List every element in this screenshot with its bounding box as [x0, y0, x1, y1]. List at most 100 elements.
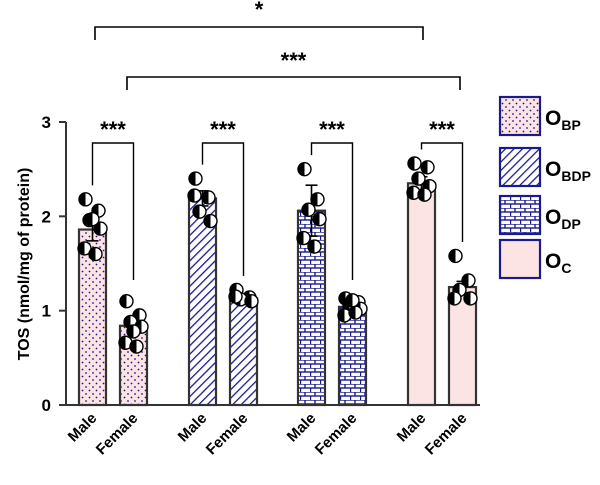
x-tick-label-male: Male: [175, 410, 211, 446]
data-point: [244, 294, 259, 309]
bar-pattern-dp-1: [339, 306, 366, 405]
data-point-half: [464, 291, 471, 305]
data-point-half: [302, 203, 309, 217]
data-point: [307, 239, 322, 254]
y-tick-label: 0: [42, 396, 51, 415]
legend-label-sub: BP: [561, 117, 580, 133]
data-point-half: [313, 212, 320, 226]
legend-item-bp: OBP: [498, 95, 581, 137]
significance-bracket: [91, 142, 135, 280]
significance-label: ***: [210, 117, 236, 142]
data-point-half: [88, 247, 96, 261]
data-point: [192, 204, 207, 219]
data-point-half: [119, 336, 126, 350]
comparison-bracket: [126, 76, 461, 90]
data-point: [203, 213, 218, 229]
data-point: [188, 171, 203, 186]
data-point-half: [127, 324, 134, 338]
data-point: [119, 294, 134, 309]
y-tick-label: 1: [42, 302, 51, 321]
data-point-half: [311, 192, 318, 206]
data-point-half: [449, 249, 456, 263]
data-point-half: [308, 240, 315, 254]
data-point: [407, 156, 422, 171]
x-tick-label-male: Male: [394, 410, 430, 446]
data-point-half: [298, 162, 305, 176]
data-point-half: [408, 157, 415, 171]
legend-swatch: [498, 146, 542, 188]
legend-label-main: O: [545, 250, 561, 273]
bar-bg-c-0: [408, 183, 435, 405]
legend-label-sub: C: [561, 260, 571, 276]
legend-swatch-pattern: [500, 148, 540, 186]
significance-bracket: [201, 142, 245, 276]
data-point-half: [412, 172, 419, 186]
data-point: [187, 188, 202, 203]
significance-label: ***: [100, 117, 126, 142]
comparison-bracket: [94, 26, 424, 40]
data-point: [310, 192, 325, 207]
data-point: [461, 273, 476, 288]
data-point-half: [421, 160, 428, 174]
data-point-half: [193, 205, 200, 219]
significance-bracket: [310, 142, 354, 280]
data-point: [448, 248, 463, 264]
data-point-half: [79, 192, 86, 206]
data-point: [337, 308, 352, 323]
y-tick-label: 3: [42, 113, 51, 132]
data-point: [118, 335, 133, 350]
data-point-half: [204, 214, 211, 228]
data-point-half: [346, 293, 353, 307]
data-point-half: [86, 212, 93, 226]
legend-label: OC: [545, 250, 571, 276]
comparison-label: ***: [281, 48, 307, 73]
data-point-half: [229, 290, 236, 304]
data-point: [417, 187, 432, 202]
data-point-half: [338, 308, 345, 322]
data-point-half: [202, 190, 209, 204]
significance-bracket: [420, 142, 464, 242]
data-point: [301, 202, 316, 217]
bar-pattern-bdp-1: [230, 298, 257, 405]
data-point: [420, 160, 435, 175]
data-point: [406, 185, 421, 200]
legend-item-c: OC: [498, 238, 571, 280]
data-point: [411, 171, 426, 186]
data-point: [296, 230, 311, 246]
legend-item-bdp: OBDP: [498, 146, 591, 188]
data-point: [463, 291, 478, 306]
data-point-half: [78, 241, 85, 255]
bar-bg-c-1: [449, 287, 476, 405]
legend-swatch: [498, 95, 542, 137]
data-point-half: [448, 291, 455, 305]
data-point: [312, 211, 327, 227]
data-point: [93, 221, 108, 236]
legend-item-dp: ODP: [498, 194, 581, 236]
data-point: [447, 291, 462, 306]
data-point-half: [297, 231, 304, 245]
legend-label: OBP: [545, 107, 581, 133]
legend-swatch: [498, 194, 542, 236]
data-point-half: [245, 294, 252, 308]
data-point-half: [124, 315, 131, 329]
data-point: [129, 339, 144, 354]
data-point: [348, 305, 363, 320]
x-tick-label-female: Female: [203, 410, 252, 459]
legend-label-sub: BDP: [561, 168, 591, 184]
data-point: [297, 161, 312, 177]
data-point-half: [130, 340, 137, 354]
legend-label: ODP: [545, 206, 581, 232]
comparison-label: *: [255, 0, 264, 22]
legend-swatch-pattern: [500, 196, 540, 234]
data-point: [228, 289, 243, 304]
data-point-half: [462, 273, 469, 287]
significance-label: ***: [429, 117, 455, 142]
data-point: [345, 293, 360, 308]
data-point-half: [349, 306, 356, 320]
legend-swatch-bg: [500, 240, 540, 278]
x-tick-label-female: Female: [422, 410, 471, 459]
y-axis-title: TOS (nmol/mg of protein): [16, 168, 33, 361]
legend-label-main: O: [545, 206, 561, 229]
data-point-half: [418, 188, 425, 202]
